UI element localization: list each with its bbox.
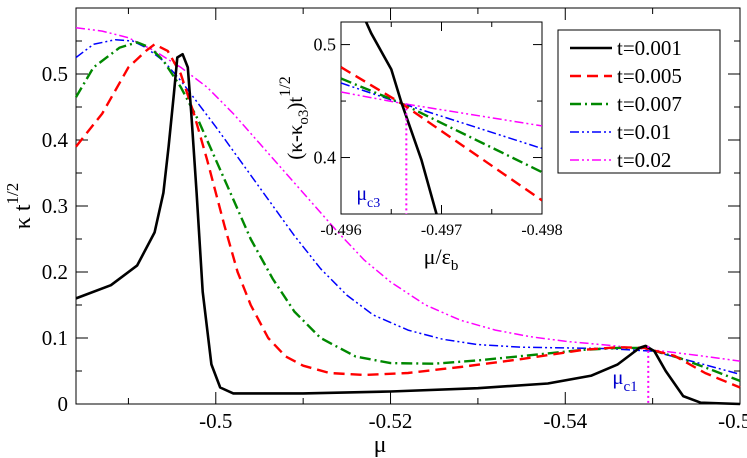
series-line-t=0.001 [75, 52, 741, 406]
inset-series-line-t=0.01 [341, 82, 542, 150]
inset-x-axis-label: μ/εb [424, 244, 459, 274]
legend-label: t=0.02 [617, 148, 671, 172]
inset-y-tick-label: 0.5 [314, 35, 337, 55]
legend: t=0.001 t=0.005 t=0.007 t=0.01 t=0.02 [557, 29, 721, 174]
y-tick-label: 0.3 [42, 194, 68, 218]
main-plot: -0.5 -0.52 -0.54 -0.56 0 0.1 0.2 0.3 0.4… [3, 7, 747, 458]
legend-label: t=0.01 [617, 120, 671, 144]
y-tick-label: 0.4 [42, 128, 69, 152]
y-tick-label: 0.2 [42, 260, 68, 284]
inset-y-axis-label: (κ-κo3)t1/2 [277, 76, 312, 159]
series-line-t=0.005 [75, 43, 741, 389]
x-tick-label: -0.52 [369, 409, 413, 433]
series-line-t=0.01 [75, 38, 741, 376]
main-x-axis-label: μ [374, 432, 387, 458]
main-y-axis-label: κ t1/2 [3, 183, 36, 230]
inset-series-line-t=0.001 [364, 22, 438, 214]
x-tick-label: -0.56 [718, 409, 747, 433]
inset-x-tick-label: -0.498 [521, 222, 562, 239]
main-y-tick-labels: 0 0.1 0.2 0.3 0.4 0.5 [42, 62, 69, 416]
inset-plot-frame [340, 21, 543, 215]
legend-box [557, 29, 721, 174]
y-tick-label: 0.5 [42, 62, 68, 86]
inset-x-tick-labels: -0.496 -0.497 -0.498 [320, 222, 562, 239]
inset-plot: -0.496 -0.497 -0.498 0.4 0.5 μ/εb (κ-κo3… [277, 21, 563, 274]
legend-label: t=0.007 [617, 92, 682, 116]
inset-x-tick-label: -0.497 [421, 222, 462, 239]
mu-c3-annotation: μc3 [356, 183, 380, 211]
x-tick-label: -0.5 [199, 409, 232, 433]
inset-series-group [341, 22, 542, 214]
x-tick-label: -0.54 [543, 409, 587, 433]
y-tick-label: 0 [58, 392, 69, 416]
inset-tick-marks [340, 22, 543, 214]
mu-c1-annotation: μc1 [612, 365, 637, 395]
series-line-t=0.02 [75, 27, 741, 362]
main-series-group [74, 27, 741, 406]
legend-label: t=0.005 [617, 64, 682, 88]
inset-y-tick-label: 0.4 [314, 148, 337, 168]
inset-y-tick-labels: 0.4 0.5 [314, 35, 337, 168]
main-x-tick-labels: -0.5 -0.52 -0.54 -0.56 [199, 409, 747, 433]
legend-label: t=0.001 [617, 36, 682, 60]
inset-x-tick-label: -0.496 [320, 222, 361, 239]
y-tick-label: 0.1 [42, 326, 68, 350]
